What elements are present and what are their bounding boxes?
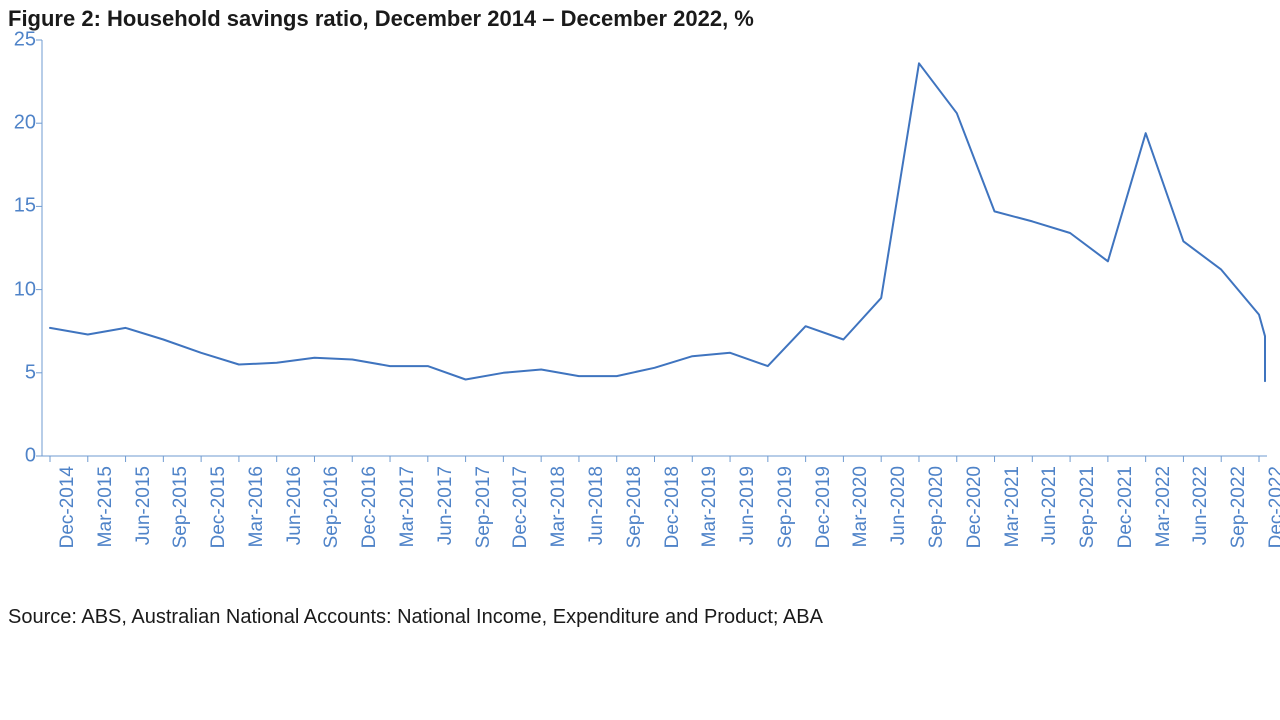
x-tick-label: Mar-2021: [1002, 466, 1024, 547]
x-tick-label: Dec-2016: [359, 466, 381, 548]
y-tick-label: 10: [6, 278, 36, 301]
x-tick-label: Mar-2015: [95, 466, 117, 547]
x-tick-label: Dec-2015: [208, 466, 230, 548]
x-tick-label: Mar-2019: [699, 466, 721, 547]
x-tick-label: Mar-2017: [397, 466, 419, 547]
x-tick-label: Sep-2016: [321, 466, 343, 548]
y-tick-label: 25: [6, 29, 36, 52]
x-tick-label: Mar-2022: [1153, 466, 1175, 547]
y-tick-label: 15: [6, 195, 36, 218]
x-tick-label: Sep-2020: [926, 466, 948, 548]
x-tick-label: Sep-2021: [1077, 466, 1099, 548]
x-tick-label: Dec-2020: [964, 466, 986, 548]
x-tick-label: Dec-2014: [57, 466, 79, 548]
x-tick-label: Jun-2021: [1039, 466, 1061, 545]
y-tick-label: 5: [6, 361, 36, 384]
x-tick-label: Jun-2022: [1190, 466, 1212, 545]
chart-source: Source: ABS, Australian National Account…: [8, 606, 823, 629]
x-tick-label: Jun-2016: [284, 466, 306, 545]
x-tick-label: Dec-2019: [813, 466, 835, 548]
x-tick-label: Dec-2018: [662, 466, 684, 548]
y-tick-label: 20: [6, 112, 36, 135]
x-tick-label: Dec-2022: [1266, 466, 1280, 548]
y-tick-label: 0: [6, 445, 36, 468]
savings-ratio-line: [50, 63, 1265, 381]
x-tick-label: Sep-2015: [170, 466, 192, 548]
x-tick-label: Mar-2018: [548, 466, 570, 547]
x-tick-label: Sep-2018: [624, 466, 646, 548]
x-tick-label: Sep-2019: [775, 466, 797, 548]
x-tick-label: Jun-2015: [133, 466, 155, 545]
x-tick-label: Jun-2019: [737, 466, 759, 545]
x-tick-label: Dec-2017: [510, 466, 532, 548]
x-tick-label: Jun-2017: [435, 466, 457, 545]
x-tick-label: Jun-2018: [586, 466, 608, 545]
x-tick-label: Sep-2017: [473, 466, 495, 548]
x-tick-label: Mar-2020: [850, 466, 872, 547]
x-tick-label: Mar-2016: [246, 466, 268, 547]
x-tick-label: Dec-2021: [1115, 466, 1137, 548]
x-tick-label: Sep-2022: [1228, 466, 1250, 548]
x-tick-label: Jun-2020: [888, 466, 910, 545]
